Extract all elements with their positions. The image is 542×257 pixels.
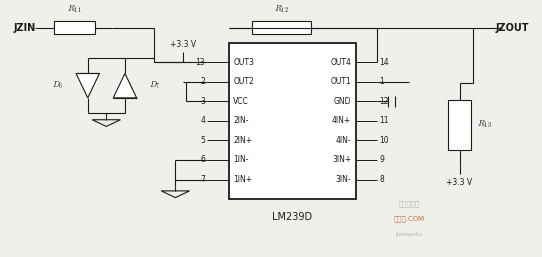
Text: $R_{11}$: $R_{11}$ xyxy=(67,4,82,15)
Text: OUT2: OUT2 xyxy=(233,77,254,86)
Text: 电子发烧友: 电子发烧友 xyxy=(398,201,420,207)
Text: 7: 7 xyxy=(200,175,205,184)
Text: $R_{12}$: $R_{12}$ xyxy=(274,4,289,15)
Text: 6: 6 xyxy=(200,155,205,164)
Text: JZIN: JZIN xyxy=(14,23,36,33)
Text: 4: 4 xyxy=(200,116,205,125)
Text: 1IN-: 1IN- xyxy=(233,155,249,164)
Text: 8: 8 xyxy=(379,175,384,184)
Text: 3: 3 xyxy=(200,97,205,106)
Text: $R_{13}$: $R_{13}$ xyxy=(476,119,492,131)
Text: 10: 10 xyxy=(379,136,389,145)
Text: 1: 1 xyxy=(379,77,384,86)
Text: $D_6$: $D_6$ xyxy=(53,80,64,91)
Text: JZOUT: JZOUT xyxy=(495,23,528,33)
Text: $D_7$: $D_7$ xyxy=(149,80,160,91)
Bar xyxy=(229,43,356,199)
Text: 14: 14 xyxy=(379,58,389,67)
Text: 13: 13 xyxy=(196,58,205,67)
Bar xyxy=(252,21,311,34)
Text: OUT3: OUT3 xyxy=(233,58,254,67)
Text: GND: GND xyxy=(334,97,351,106)
Polygon shape xyxy=(76,74,99,98)
Text: 12: 12 xyxy=(379,97,389,106)
Text: 2: 2 xyxy=(201,77,205,86)
Text: 3IN-: 3IN- xyxy=(335,175,351,184)
Text: +3.3 V: +3.3 V xyxy=(170,40,196,49)
Text: LM239D: LM239D xyxy=(272,212,312,222)
Text: 1IN+: 1IN+ xyxy=(233,175,253,184)
Bar xyxy=(54,21,95,34)
Text: 3IN+: 3IN+ xyxy=(332,155,351,164)
Bar xyxy=(448,100,471,150)
Text: VCC: VCC xyxy=(233,97,249,106)
Text: 5: 5 xyxy=(200,136,205,145)
Text: OUT1: OUT1 xyxy=(331,77,351,86)
Polygon shape xyxy=(113,74,137,98)
Text: 2IN+: 2IN+ xyxy=(233,136,253,145)
Text: 9: 9 xyxy=(379,155,384,164)
Text: 4IN-: 4IN- xyxy=(335,136,351,145)
Text: +3.3 V: +3.3 V xyxy=(447,178,473,187)
Text: 2IN-: 2IN- xyxy=(233,116,249,125)
Text: 11: 11 xyxy=(379,116,389,125)
Text: OUT4: OUT4 xyxy=(330,58,351,67)
Text: 捷线图.COM: 捷线图.COM xyxy=(393,216,425,223)
Text: 4IN+: 4IN+ xyxy=(332,116,351,125)
Text: jiexiantu: jiexiantu xyxy=(396,232,423,237)
